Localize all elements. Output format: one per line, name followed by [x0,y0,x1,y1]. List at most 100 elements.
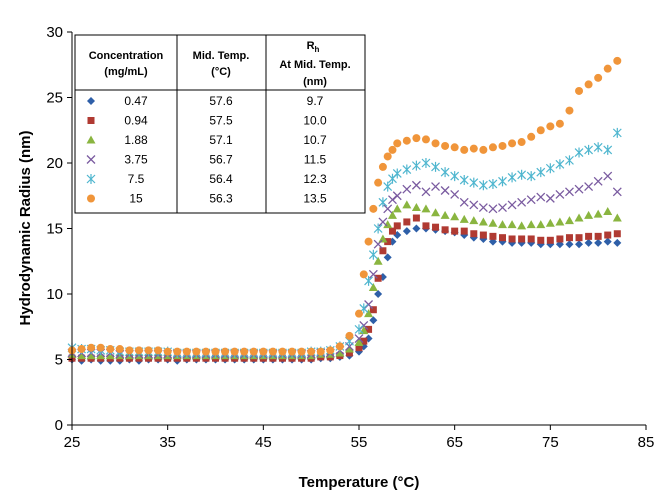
data-point [432,223,440,231]
data-point [402,184,412,194]
data-point [412,134,421,143]
data-point [441,141,450,150]
data-point [359,320,369,330]
data-point [403,218,411,226]
data-point [574,184,584,194]
y-tick-label: 20 [46,155,63,172]
data-point [365,325,373,333]
data-point [507,172,517,183]
data-point [499,234,506,242]
data-point [593,142,603,153]
data-point [479,145,488,154]
x-tick-label: 35 [159,434,176,451]
data-point [469,216,479,225]
data-point [431,139,440,148]
data-point [508,235,516,243]
data-point [488,218,498,227]
data-point [379,247,387,255]
data-point [211,347,220,356]
data-point [384,238,392,246]
data-point [411,203,421,212]
table-header-midtemp: Mid. Temp. [193,50,250,62]
data-point [368,282,378,291]
data-point [134,346,143,355]
data-point [593,176,603,186]
data-point [613,56,622,65]
data-point [402,200,412,209]
data-point [584,144,594,155]
data-point [527,235,535,243]
table-cell-midtemp: 57.1 [209,133,233,147]
data-point [488,143,497,152]
data-point [345,331,354,340]
data-point [584,210,594,219]
data-point [354,334,364,343]
data-point [364,300,374,309]
data-point [565,106,574,115]
y-tick-label: 10 [46,286,63,303]
data-point [368,249,378,260]
data-point [526,171,536,182]
data-point [507,220,517,229]
data-point [478,180,488,191]
data-point [364,275,373,286]
data-point [603,237,612,246]
data-point [565,240,574,249]
data-point [565,155,574,166]
y-tick-label: 0 [55,417,63,434]
data-point [498,176,507,187]
data-point [402,164,412,175]
data-point [469,200,479,210]
data-point [368,269,378,279]
data-point [594,232,602,240]
data-point [555,119,564,128]
data-point [378,234,388,243]
data-point [345,349,353,357]
data-point [364,237,373,246]
data-point [517,197,527,207]
table-cell-midtemp: 56.7 [209,153,233,167]
data-point [154,346,163,355]
data-point [307,347,316,356]
table-cell-rh: 12.3 [303,172,327,186]
y-tick-label: 30 [46,24,63,41]
data-point [440,210,450,219]
series-0.47 [68,224,622,365]
data-point [249,347,258,356]
data-point [383,204,393,214]
data-point [316,347,325,356]
data-point [374,274,382,282]
data-point [479,231,487,239]
table-border [74,34,366,214]
series-0.94 [68,214,621,362]
data-point [450,171,460,182]
data-point [87,343,96,352]
data-point [393,139,402,148]
table-header-rh-sub: h [315,45,320,54]
data-point [392,191,402,201]
data-point [575,240,584,249]
data-point [378,162,387,171]
data-point [546,236,554,244]
x-tick-label: 25 [64,434,81,451]
table-row-marker [87,97,95,105]
data-point [344,344,354,353]
data-point [326,346,335,355]
table-cell-concentration: 15 [129,192,143,206]
data-point [440,167,450,178]
data-point [431,182,440,192]
data-point [459,175,469,186]
data-point [374,178,383,187]
data-point [374,290,383,298]
data-point [383,253,392,262]
table-cell-concentration: 1.88 [124,133,148,147]
data-point [555,159,565,170]
data-point [613,238,622,247]
table-cell-rh: 10.7 [303,133,327,147]
data-point [383,181,393,192]
data-point [565,187,574,197]
table-header-midtemp-unit: (°C) [211,66,231,78]
table-header-rh-r: R [307,40,315,52]
data-point [431,208,441,217]
data-point [536,167,546,178]
